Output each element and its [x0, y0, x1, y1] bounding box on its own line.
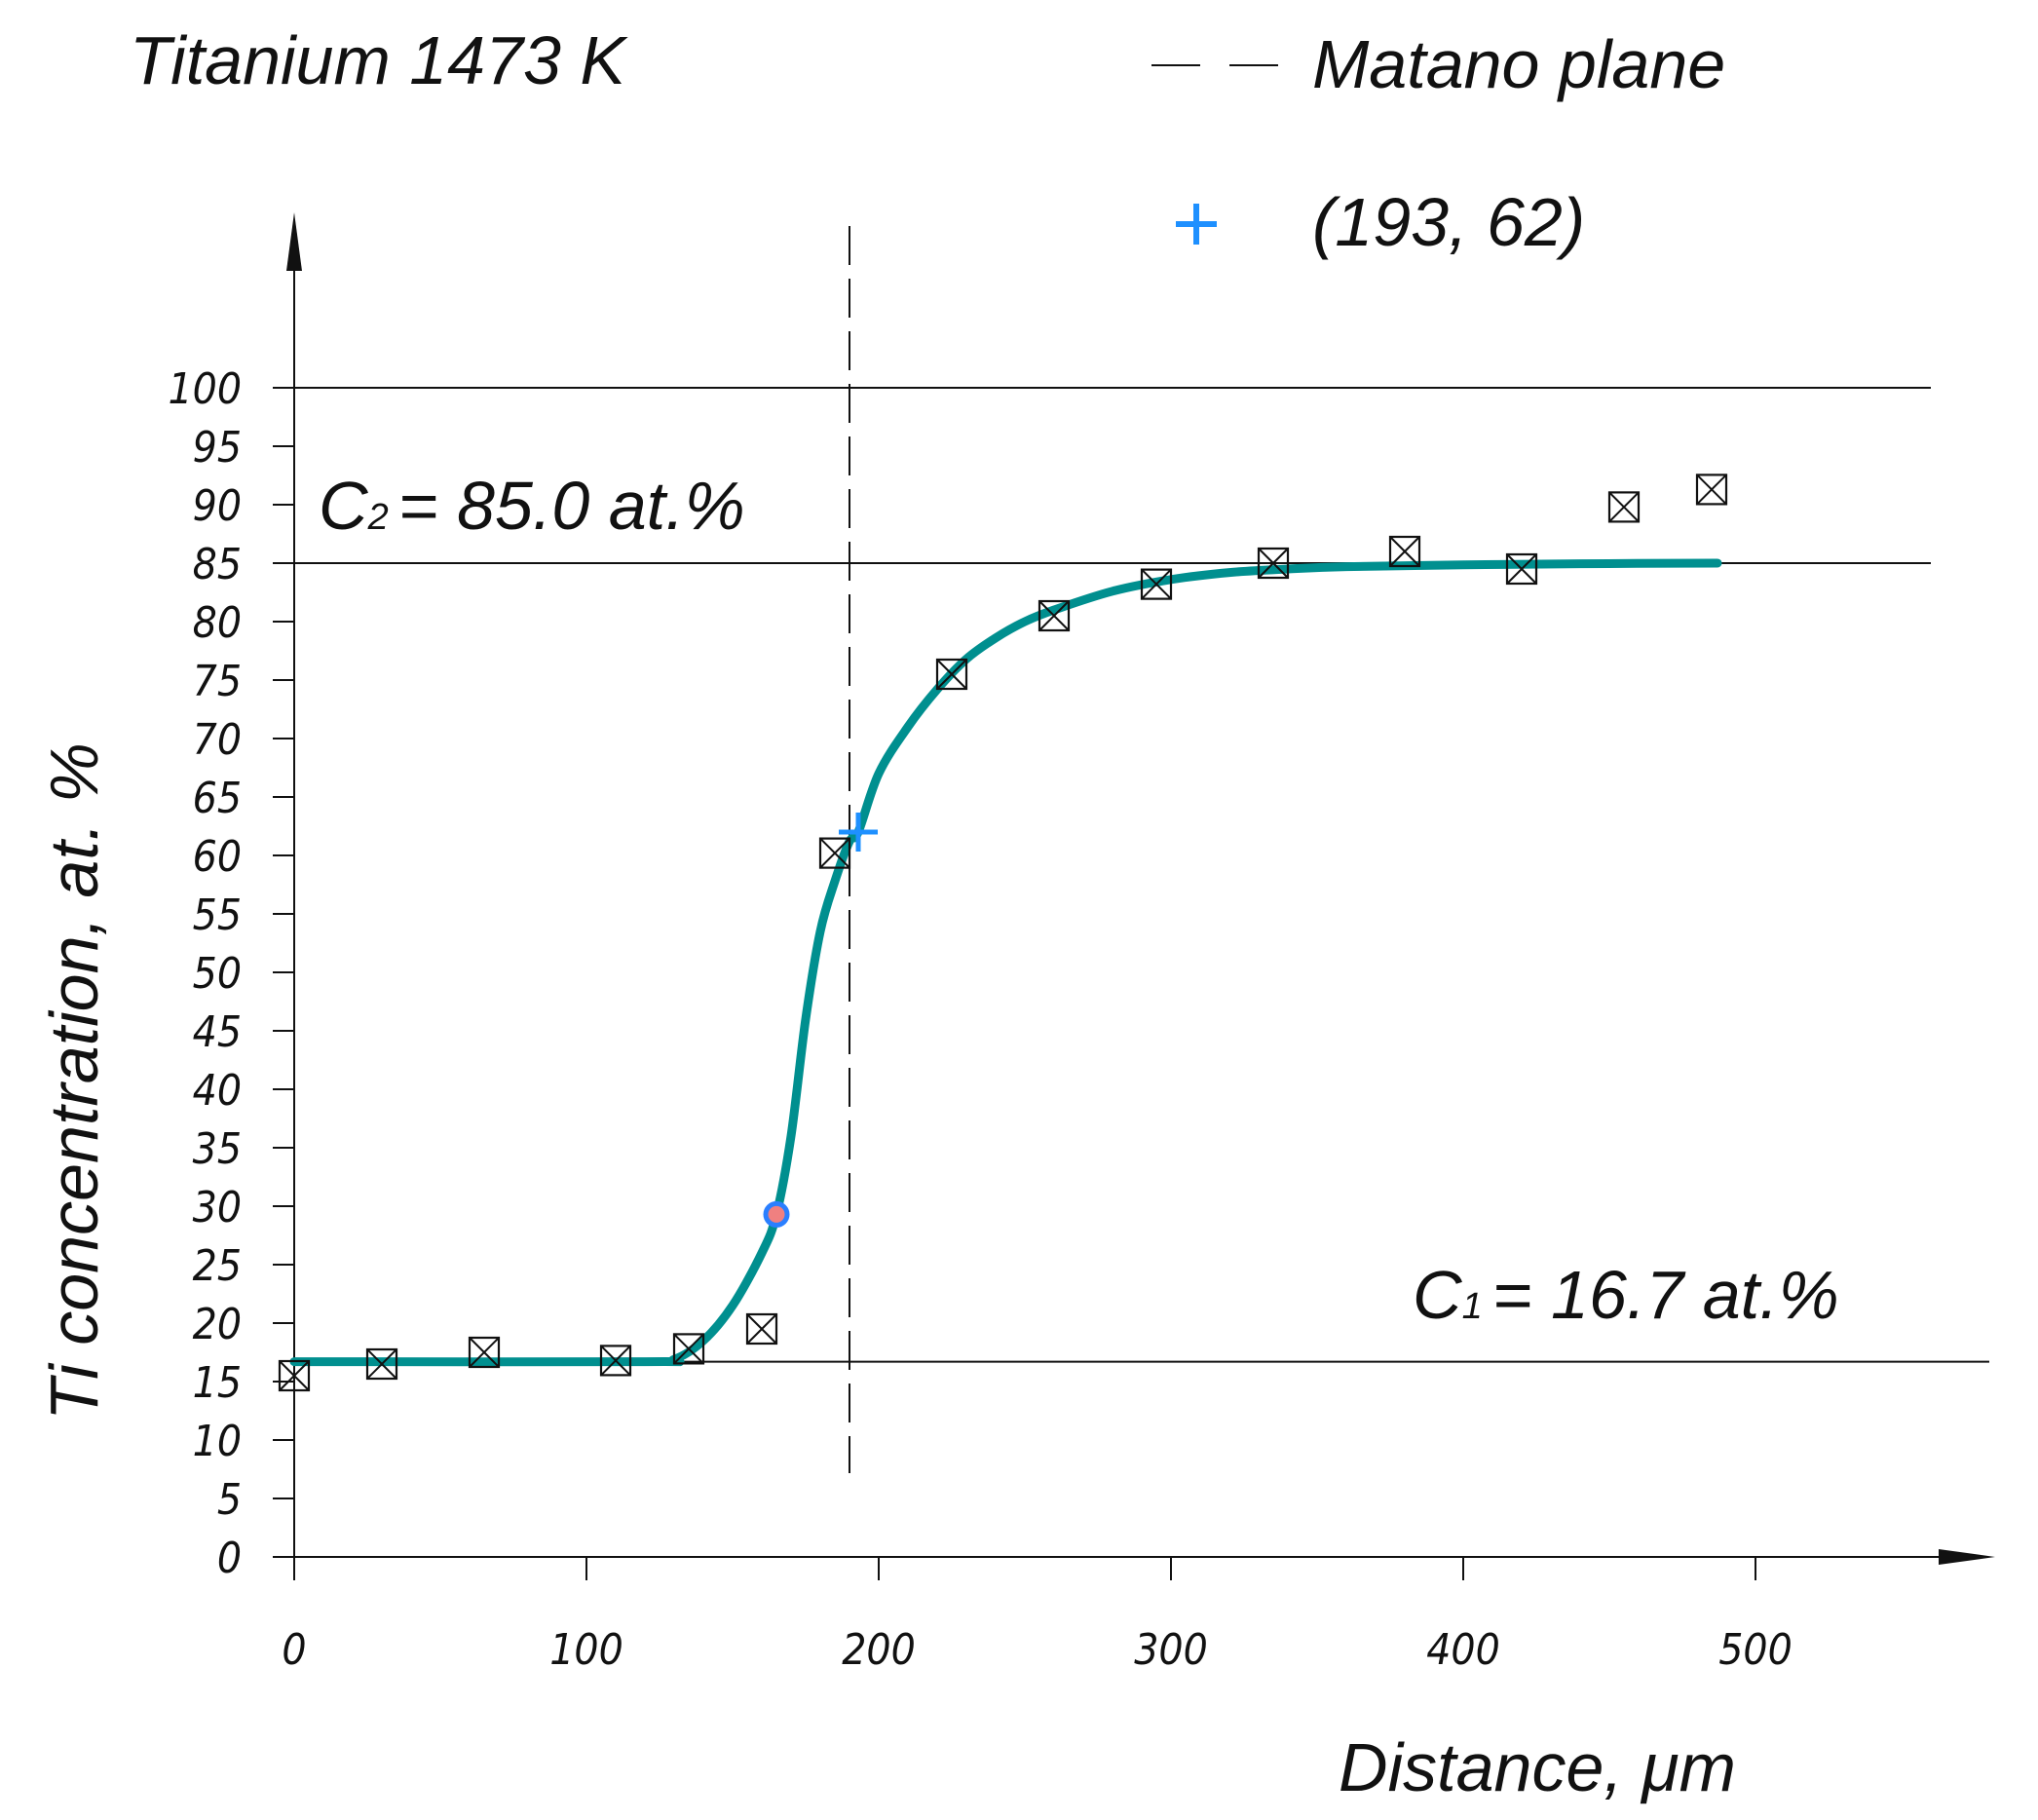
data-point: [1257, 547, 1290, 580]
data-point: [1607, 491, 1641, 523]
data-point: [1695, 474, 1728, 506]
c2-label: C2 = 85.0 at.%: [319, 468, 745, 544]
y-tick-label: 45: [193, 1007, 242, 1057]
data-point-box: [365, 1347, 398, 1381]
c1-label: C1 = 16.7 at.%: [1413, 1257, 1839, 1333]
data-point-box: [1388, 535, 1421, 568]
y-tick-label: 15: [193, 1358, 242, 1408]
data-point-cross-b: [1141, 568, 1172, 600]
chart-title: Titanium 1473 K: [130, 22, 628, 98]
data-point-box: [1038, 599, 1071, 632]
y-tick-label: 80: [193, 598, 242, 648]
data-point-cross-b: [600, 1345, 631, 1377]
data-point: [1388, 535, 1421, 568]
y-axis-label: Ti concentration, at. %: [36, 742, 112, 1421]
data-point-cross-b: [1389, 536, 1420, 567]
data-point-box: [1257, 547, 1290, 580]
data-point: [599, 1345, 632, 1377]
data-point-cross-b: [1506, 553, 1537, 585]
legend-matano-label: Matano plane: [1312, 26, 1725, 102]
y-tick-label: 90: [193, 481, 242, 531]
highlight-point: [763, 1200, 790, 1228]
data-point-cross-b: [936, 659, 967, 690]
data-point-box: [278, 1359, 311, 1392]
c2-label-rest: = 85.0 at.%: [398, 468, 745, 544]
c1-label-rest: = 16.7 at.%: [1492, 1257, 1839, 1333]
legend-point-label: (193, 62): [1312, 184, 1585, 260]
y-ticks: 0 5 10 15 20 25 30 35 40 45 50 55 60 65 70 75 80 85 90 95 10…: [168, 364, 294, 1583]
data-point: [1038, 599, 1071, 632]
y-tick-label: 60: [193, 832, 242, 882]
data-point-cross-b: [469, 1337, 500, 1368]
y-tick-label: 30: [193, 1183, 242, 1232]
y-tick-label: 20: [193, 1300, 242, 1349]
data-point-cross-b: [366, 1348, 397, 1380]
y-tick-label: 10: [193, 1417, 242, 1466]
data-point-cross-b: [1258, 548, 1289, 579]
x-tick-label: 400: [1426, 1625, 1500, 1675]
data-point-box: [818, 837, 851, 869]
data-point: [745, 1312, 778, 1346]
data-point-cross-b: [1038, 600, 1070, 631]
legend: Matano plane (193, 62): [1151, 26, 1725, 260]
x-tick-label: 200: [842, 1625, 916, 1675]
y-tick-label: 35: [193, 1124, 242, 1174]
data-point-box: [468, 1336, 501, 1369]
y-tick-label: 40: [193, 1066, 242, 1116]
y-tick-label: 65: [193, 774, 242, 823]
y-tick-label: 50: [193, 949, 242, 999]
y-tick-label: 100: [168, 364, 242, 414]
y-tick-label: 95: [193, 423, 242, 473]
c2-label-main: C: [319, 468, 368, 544]
data-point-cross-b: [1696, 474, 1727, 506]
matano-point-plus-icon: [839, 813, 878, 852]
data-point-box: [672, 1333, 705, 1365]
y-tick-label: 85: [193, 540, 242, 589]
x-tick-label: 0: [282, 1625, 306, 1675]
y-tick-label: 0: [217, 1534, 242, 1583]
data-point: [468, 1336, 501, 1369]
axes: [273, 212, 1995, 1565]
data-point-cross-b: [279, 1360, 310, 1391]
data-point-cross-b: [1608, 491, 1640, 523]
fitted-curve: [289, 558, 1722, 1367]
c1-label-main: C: [1413, 1257, 1462, 1333]
data-point-cross-b: [819, 837, 850, 869]
x-ticks: 0 100 200 300 400 500: [282, 1557, 1793, 1675]
data-markers: [278, 474, 1728, 1392]
x-axis-label: Distance, μm: [1339, 1729, 1736, 1805]
data-point-box: [1607, 491, 1641, 523]
data-point: [278, 1359, 311, 1392]
y-tick-label: 75: [193, 657, 242, 706]
y-tick-label: 25: [193, 1241, 242, 1291]
y-tick-label: 5: [217, 1475, 242, 1525]
c1-label-sub: 1: [1462, 1286, 1483, 1327]
y-axis-arrow: [286, 212, 302, 271]
x-tick-label: 500: [1718, 1625, 1793, 1675]
data-point-box: [1505, 552, 1538, 586]
x-tick-label: 100: [549, 1625, 623, 1675]
data-point-cross-b: [673, 1333, 704, 1365]
data-point-cross-b: [746, 1313, 777, 1345]
x-tick-label: 300: [1134, 1625, 1208, 1675]
c2-label-sub: 2: [367, 497, 389, 538]
data-point-box: [745, 1312, 778, 1346]
y-tick-label: 55: [193, 891, 242, 940]
data-point-box: [599, 1345, 632, 1377]
data-point-box: [935, 658, 968, 691]
data-point: [365, 1347, 398, 1381]
data-point: [818, 837, 851, 869]
data-point: [1140, 568, 1173, 600]
data-point-box: [1140, 568, 1173, 600]
y-tick-label: 70: [193, 715, 242, 765]
legend-plus-icon: [1176, 204, 1217, 245]
data-point: [672, 1333, 705, 1365]
x-axis-arrow: [1939, 1549, 1995, 1565]
data-point: [1505, 552, 1538, 586]
data-point: [935, 658, 968, 691]
data-point-box: [1695, 474, 1728, 506]
